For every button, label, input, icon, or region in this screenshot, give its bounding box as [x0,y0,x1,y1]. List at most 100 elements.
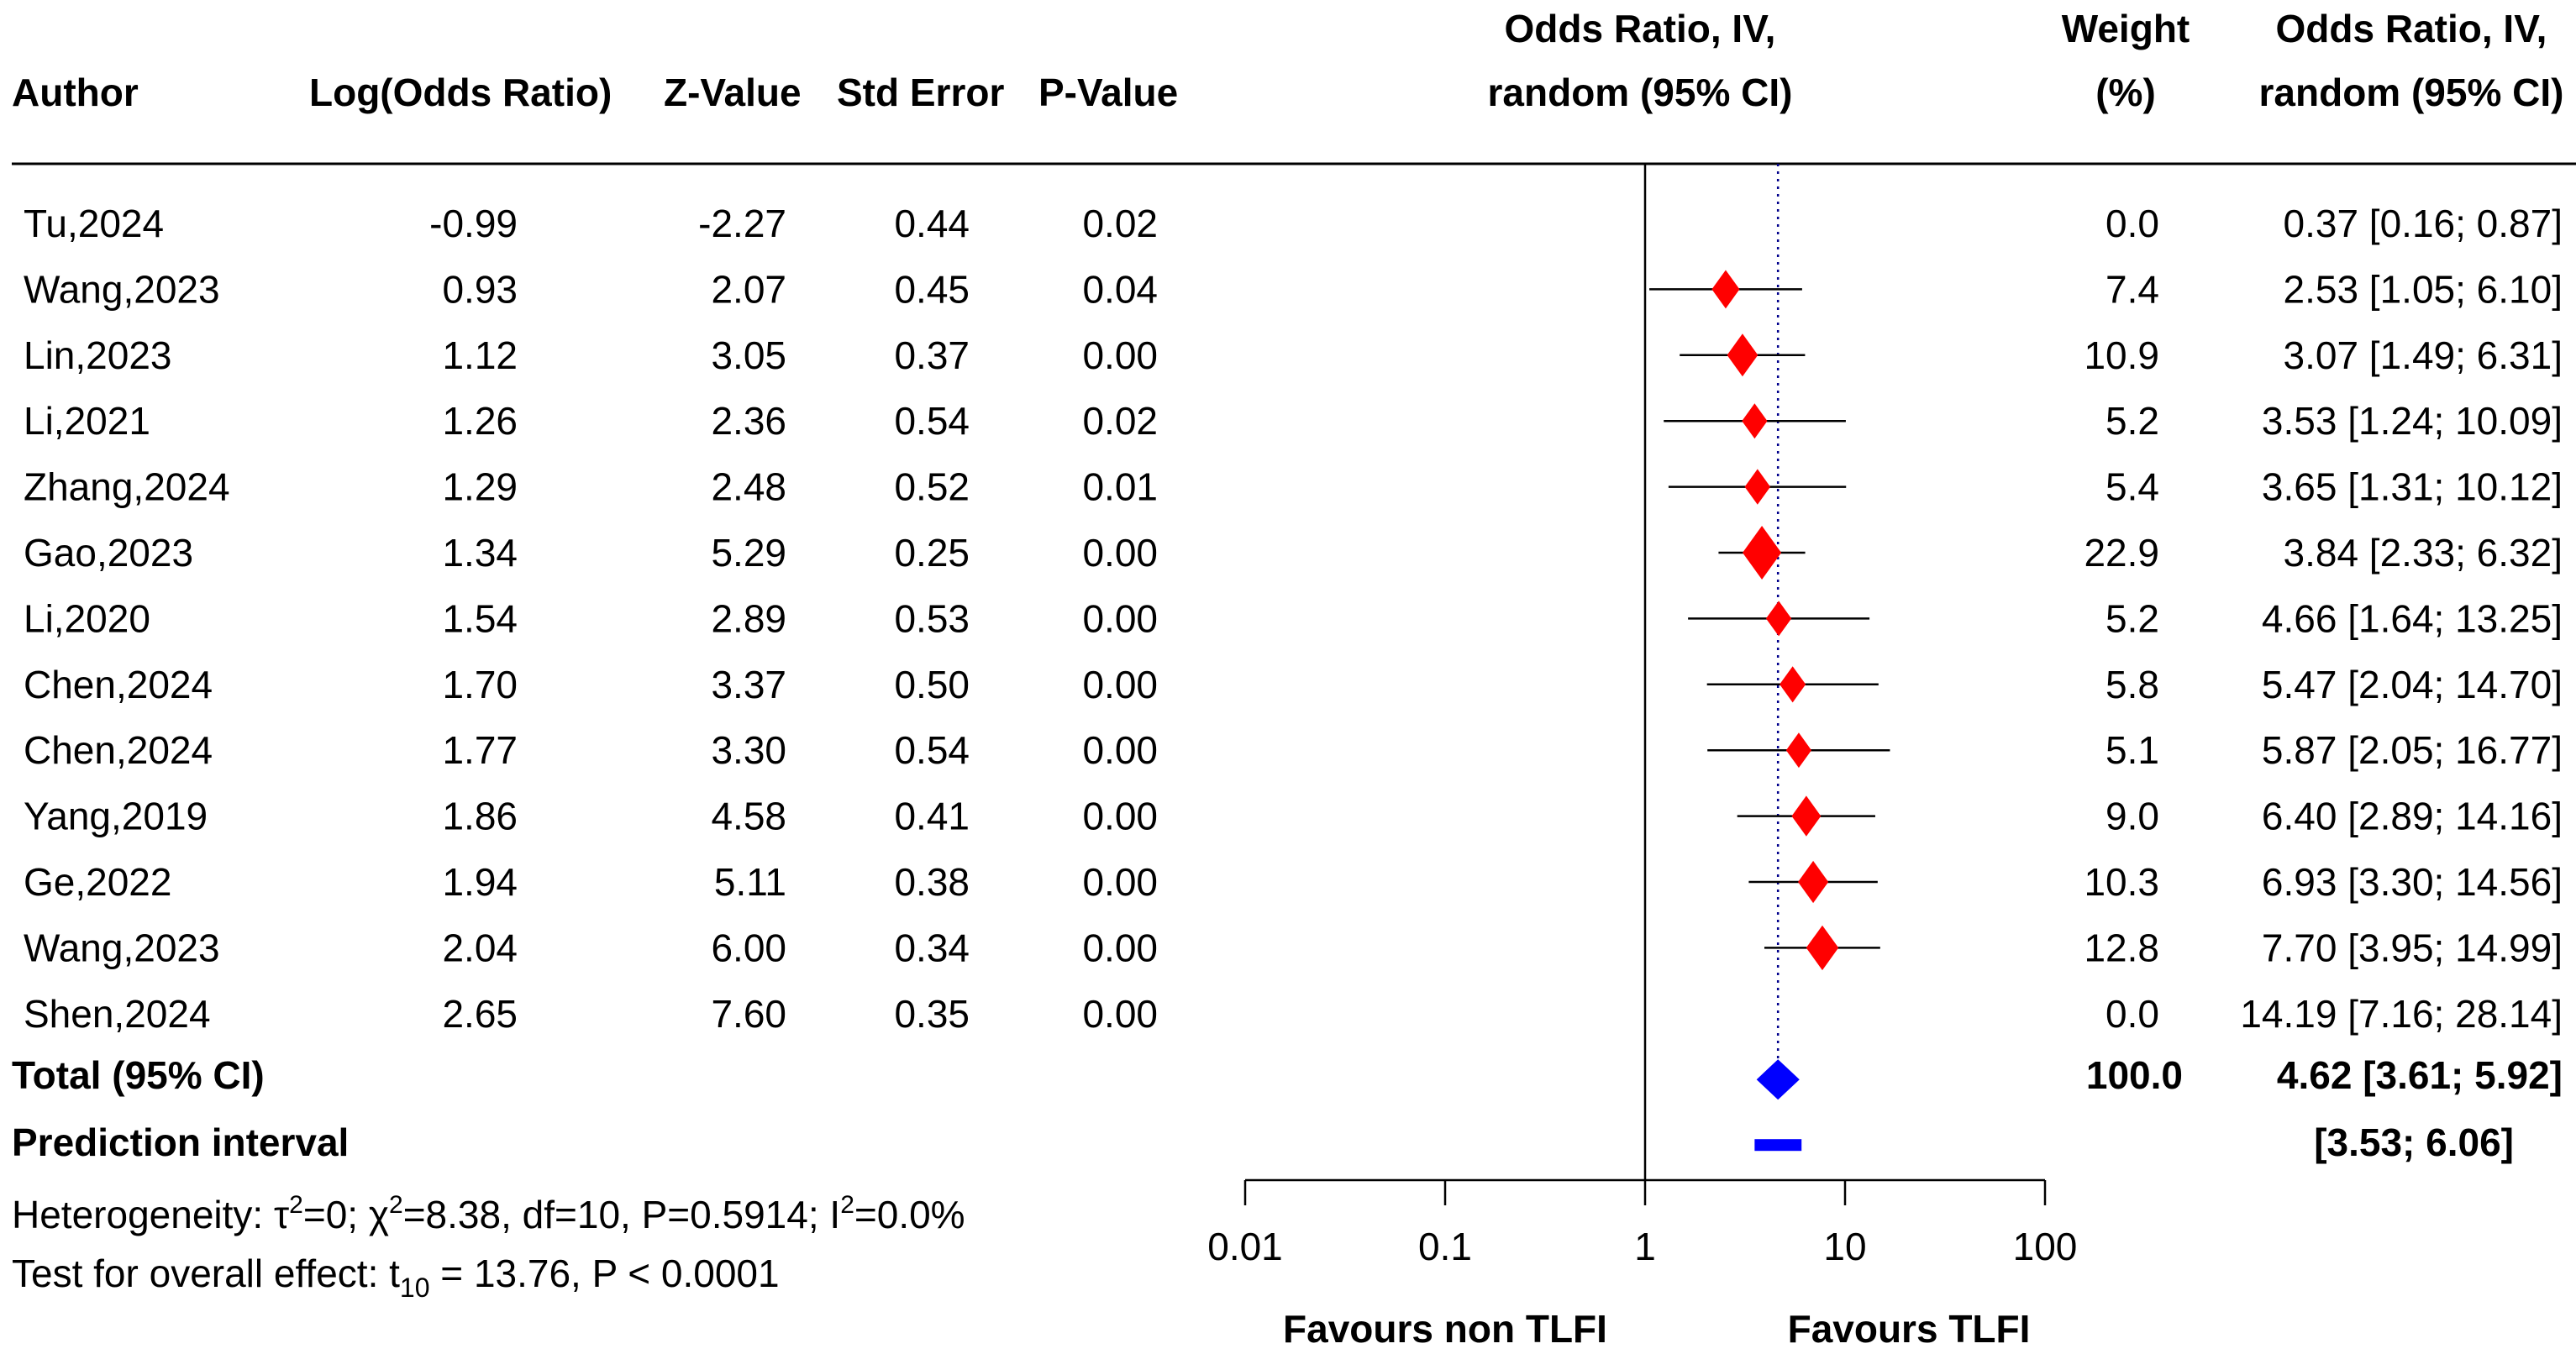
study-ci-text: 3.84 [2.33; 6.32] [2284,531,2563,575]
study-author: Gao,2023 [24,531,193,575]
study-point-estimate [1744,469,1771,505]
study-z-value: 3.37 [711,663,786,706]
study-weight: 5.4 [2105,465,2159,509]
study-author: Tu,2024 [24,202,164,245]
study-author: Ge,2022 [24,860,171,904]
study-author: Zhang,2024 [24,465,230,509]
study-p-value: 0.00 [1082,926,1158,969]
pooled-diamond [1756,1059,1800,1100]
study-ci-text: 4.66 [1.64; 13.25] [2262,596,2563,640]
header-log-odds-ratio: Log(Odds Ratio) [309,71,612,114]
study-std-error: 0.37 [894,333,970,377]
prediction-interval-bar [1754,1139,1802,1152]
study-log-odds-ratio: 1.86 [442,795,518,838]
study-z-value: 3.05 [711,333,786,377]
study-p-value: 0.02 [1082,202,1158,245]
header-z-value: Z-Value [664,71,802,114]
header-weight-line1: Weight [2062,7,2190,50]
study-z-value: 6.00 [711,926,786,969]
study-std-error: 0.45 [894,267,970,311]
x-axis-tick-label: 100 [2013,1225,2078,1268]
study-author: Li,2021 [24,399,150,443]
study-point-estimate [1765,601,1792,637]
study-point-estimate [1806,925,1839,971]
study-p-value: 0.01 [1082,465,1158,509]
study-ci-text: 7.70 [3.95; 14.99] [2262,926,2563,969]
study-z-value: 2.48 [711,465,786,509]
study-point-estimate [1798,860,1829,904]
study-weight: 10.9 [2084,333,2159,377]
study-point-estimate [1711,270,1740,309]
study-ci-text: 14.19 [7.16; 28.14] [2240,992,2563,1036]
total-ci-text: 4.62 [3.61; 5.92] [2277,1053,2563,1097]
study-std-error: 0.52 [894,465,970,509]
study-std-error: 0.38 [894,860,970,904]
study-author: Lin,2023 [24,333,172,377]
study-std-error: 0.35 [894,992,970,1036]
overall-effect-test: Test for overall effect: t10 = 13.76, P … [12,1252,780,1303]
study-log-odds-ratio: 1.70 [442,663,518,706]
favours-left-label: Favours non TLFI [1283,1307,1607,1351]
study-ci-text: 3.07 [1.49; 6.31] [2284,333,2563,377]
study-z-value: -2.27 [698,202,786,245]
study-p-value: 0.00 [1082,333,1158,377]
x-axis-tick-label: 0.01 [1207,1225,1283,1268]
study-point-estimate [1743,526,1782,580]
study-z-value: 2.36 [711,399,786,443]
study-std-error: 0.25 [894,531,970,575]
study-weight: 5.1 [2105,728,2159,772]
study-std-error: 0.41 [894,795,970,838]
total-weight: 100.0 [2086,1053,2183,1097]
study-ci-text: 5.47 [2.04; 14.70] [2262,663,2563,706]
study-log-odds-ratio: 1.54 [442,596,518,640]
study-weight: 5.8 [2105,663,2159,706]
study-p-value: 0.00 [1082,795,1158,838]
study-std-error: 0.54 [894,728,970,772]
prediction-label: Prediction interval [12,1120,349,1164]
study-author: Wang,2023 [24,926,220,969]
study-std-error: 0.50 [894,663,970,706]
study-weight: 10.3 [2084,860,2159,904]
study-z-value: 2.07 [711,267,786,311]
header-plot-title-line2: random (95% CI) [1488,71,1793,114]
study-std-error: 0.44 [894,202,970,245]
total-label: Total (95% CI) [12,1053,265,1097]
study-p-value: 0.00 [1082,860,1158,904]
study-weight: 5.2 [2105,399,2159,443]
study-point-estimate [1791,795,1822,837]
study-log-odds-ratio: -0.99 [429,202,518,245]
study-weight: 12.8 [2084,926,2159,969]
study-ci-text: 6.93 [3.30; 14.56] [2262,860,2563,904]
study-log-odds-ratio: 1.26 [442,399,518,443]
x-axis-tick-label: 0.1 [1418,1225,1472,1268]
study-z-value: 5.11 [714,860,786,904]
study-z-value: 4.58 [711,795,786,838]
study-point-estimate [1785,732,1811,769]
study-log-odds-ratio: 0.93 [442,267,518,311]
study-weight: 7.4 [2105,267,2159,311]
study-rows: Tu,2024 -0.99 -2.27 0.44 0.02 0.0 0.37 [0.16; … [24,202,2563,1036]
study-ci-text: 0.37 [0.16; 0.87] [2284,202,2563,245]
study-ci-text: 5.87 [2.05; 16.77] [2262,728,2563,772]
study-author: Chen,2024 [24,728,213,772]
plot-area: 0.01 0.1 1 10 100 [1207,164,2077,1268]
header-ci-line1: Odds Ratio, IV, [2276,7,2547,50]
header-ci-line2: random (95% CI) [2259,71,2564,114]
study-author: Yang,2019 [24,795,208,838]
study-log-odds-ratio: 1.29 [442,465,518,509]
study-log-odds-ratio: 1.12 [442,333,518,377]
header-weight-line2: (%) [2095,71,2156,114]
study-std-error: 0.54 [894,399,970,443]
study-ci-text: 6.40 [2.89; 14.16] [2262,795,2563,838]
header-plot-title-line1: Odds Ratio, IV, [1505,7,1776,50]
x-axis-tick-label: 10 [1823,1225,1866,1268]
study-weight: 22.9 [2084,531,2159,575]
study-z-value: 2.89 [711,596,786,640]
header-std-error: Std Error [837,71,1004,114]
study-z-value: 3.30 [711,728,786,772]
study-p-value: 0.00 [1082,728,1158,772]
study-point-estimate [1727,333,1759,377]
study-log-odds-ratio: 2.04 [442,926,518,969]
study-z-value: 5.29 [711,531,786,575]
